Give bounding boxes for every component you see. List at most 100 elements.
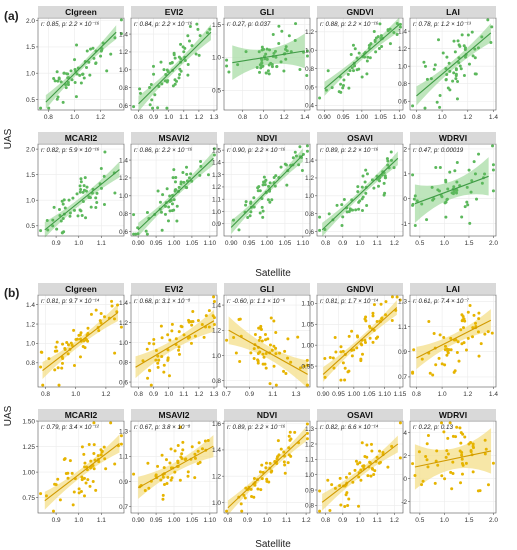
data-point <box>411 202 415 206</box>
plot-frame <box>409 294 497 388</box>
stats-label: r: 0.27, p: 0.037 <box>227 21 271 28</box>
x-tick-label: 0.95 <box>332 391 345 398</box>
data-point <box>432 197 436 201</box>
data-point <box>369 474 373 478</box>
data-point <box>268 343 272 347</box>
plot-frame <box>316 294 404 388</box>
data-point <box>383 174 387 178</box>
data-point <box>261 362 265 366</box>
data-point <box>177 55 181 59</box>
data-point <box>58 498 62 502</box>
x-tick-label: 0.9 <box>243 517 252 524</box>
plot-frame <box>409 420 497 514</box>
data-point <box>78 73 82 77</box>
data-point <box>200 447 204 451</box>
data-point <box>359 359 363 363</box>
data-point <box>479 342 483 346</box>
data-point <box>162 483 166 487</box>
data-point <box>424 454 428 458</box>
panel-b-ndvi: NDVI r: 0.89, p: 2.2 × 10⁻¹⁶ 0.8 0.9 1.0 1.1 1… <box>212 409 311 524</box>
data-point <box>237 228 241 232</box>
data-point <box>413 194 417 198</box>
data-point <box>436 463 440 467</box>
data-point <box>425 458 429 462</box>
data-point <box>454 74 458 78</box>
data-point <box>187 176 191 180</box>
data-point <box>83 176 87 180</box>
data-point <box>438 94 442 98</box>
data-point <box>447 61 451 65</box>
data-point <box>359 478 363 482</box>
data-point <box>477 152 481 156</box>
y-tick-label: 2 <box>403 146 407 153</box>
data-point <box>344 493 348 497</box>
data-point <box>95 201 99 205</box>
x-tick-label: 1.2 <box>280 114 289 121</box>
data-point <box>78 337 82 341</box>
data-point <box>459 481 463 485</box>
data-point <box>274 383 278 387</box>
data-point <box>59 219 63 223</box>
data-point <box>446 452 450 456</box>
data-point <box>350 329 354 333</box>
data-point <box>179 182 183 186</box>
stats-label: r: 0.68, p: 3.1 × 10⁻⁸ <box>134 298 191 305</box>
data-point <box>82 76 86 80</box>
y-tick-label: 0.8 <box>119 85 128 92</box>
data-point <box>199 159 203 163</box>
x-tick-label: 1.05 <box>186 517 199 524</box>
y-tick-label: 0.7 <box>398 374 407 381</box>
strip-header <box>224 409 310 420</box>
data-point <box>101 41 105 45</box>
data-point <box>371 314 375 318</box>
y-tick-label: 1.0 <box>212 55 221 62</box>
data-point <box>109 52 113 56</box>
y-tick-label: 0 <box>403 196 407 203</box>
x-tick-label: 1.00 <box>168 240 181 247</box>
data-point <box>266 69 270 73</box>
data-point <box>195 22 199 26</box>
x-tick-label: 1.2 <box>194 114 203 121</box>
y-tick-label: 0.8 <box>305 211 314 218</box>
data-point <box>110 299 114 303</box>
data-point <box>460 472 464 476</box>
data-point <box>56 366 60 370</box>
x-tick-label: 1.10 <box>378 391 391 398</box>
data-point <box>341 215 345 219</box>
data-point <box>366 55 370 59</box>
data-point <box>179 69 183 73</box>
data-point <box>491 144 495 148</box>
data-point <box>156 464 160 468</box>
data-point <box>463 435 467 439</box>
strip-title: OSAVI <box>347 133 373 143</box>
y-tick-label: 1.2 <box>305 175 314 182</box>
data-point <box>398 421 402 425</box>
y-tick-label: 1.4 <box>119 300 128 307</box>
data-point <box>377 184 381 188</box>
y-tick-label: 1.4 <box>119 157 128 164</box>
y-tick-label: 0.5 <box>212 88 221 95</box>
y-tick-label: 0.6 <box>398 99 407 106</box>
data-point <box>463 55 467 59</box>
data-point <box>346 503 350 507</box>
data-point <box>395 295 399 299</box>
data-point <box>66 352 70 356</box>
y-tick-label: 0.5 <box>26 223 35 230</box>
y-tick-label: 0.75 <box>22 495 35 502</box>
data-point <box>119 442 123 446</box>
data-point <box>177 352 181 356</box>
data-point <box>390 295 394 299</box>
data-point <box>360 185 364 189</box>
data-point <box>261 209 265 213</box>
data-point <box>446 187 450 191</box>
data-point <box>476 46 480 50</box>
data-point <box>116 303 120 307</box>
y-tick-label: 1.2 <box>212 474 221 481</box>
x-tick-label: 1.4 <box>300 114 309 121</box>
x-tick-label: 1.0 <box>262 517 271 524</box>
strip-title: OSAVI <box>347 410 373 420</box>
data-point <box>420 483 424 487</box>
data-point <box>433 481 437 485</box>
data-point <box>94 488 98 492</box>
data-point <box>459 431 463 435</box>
